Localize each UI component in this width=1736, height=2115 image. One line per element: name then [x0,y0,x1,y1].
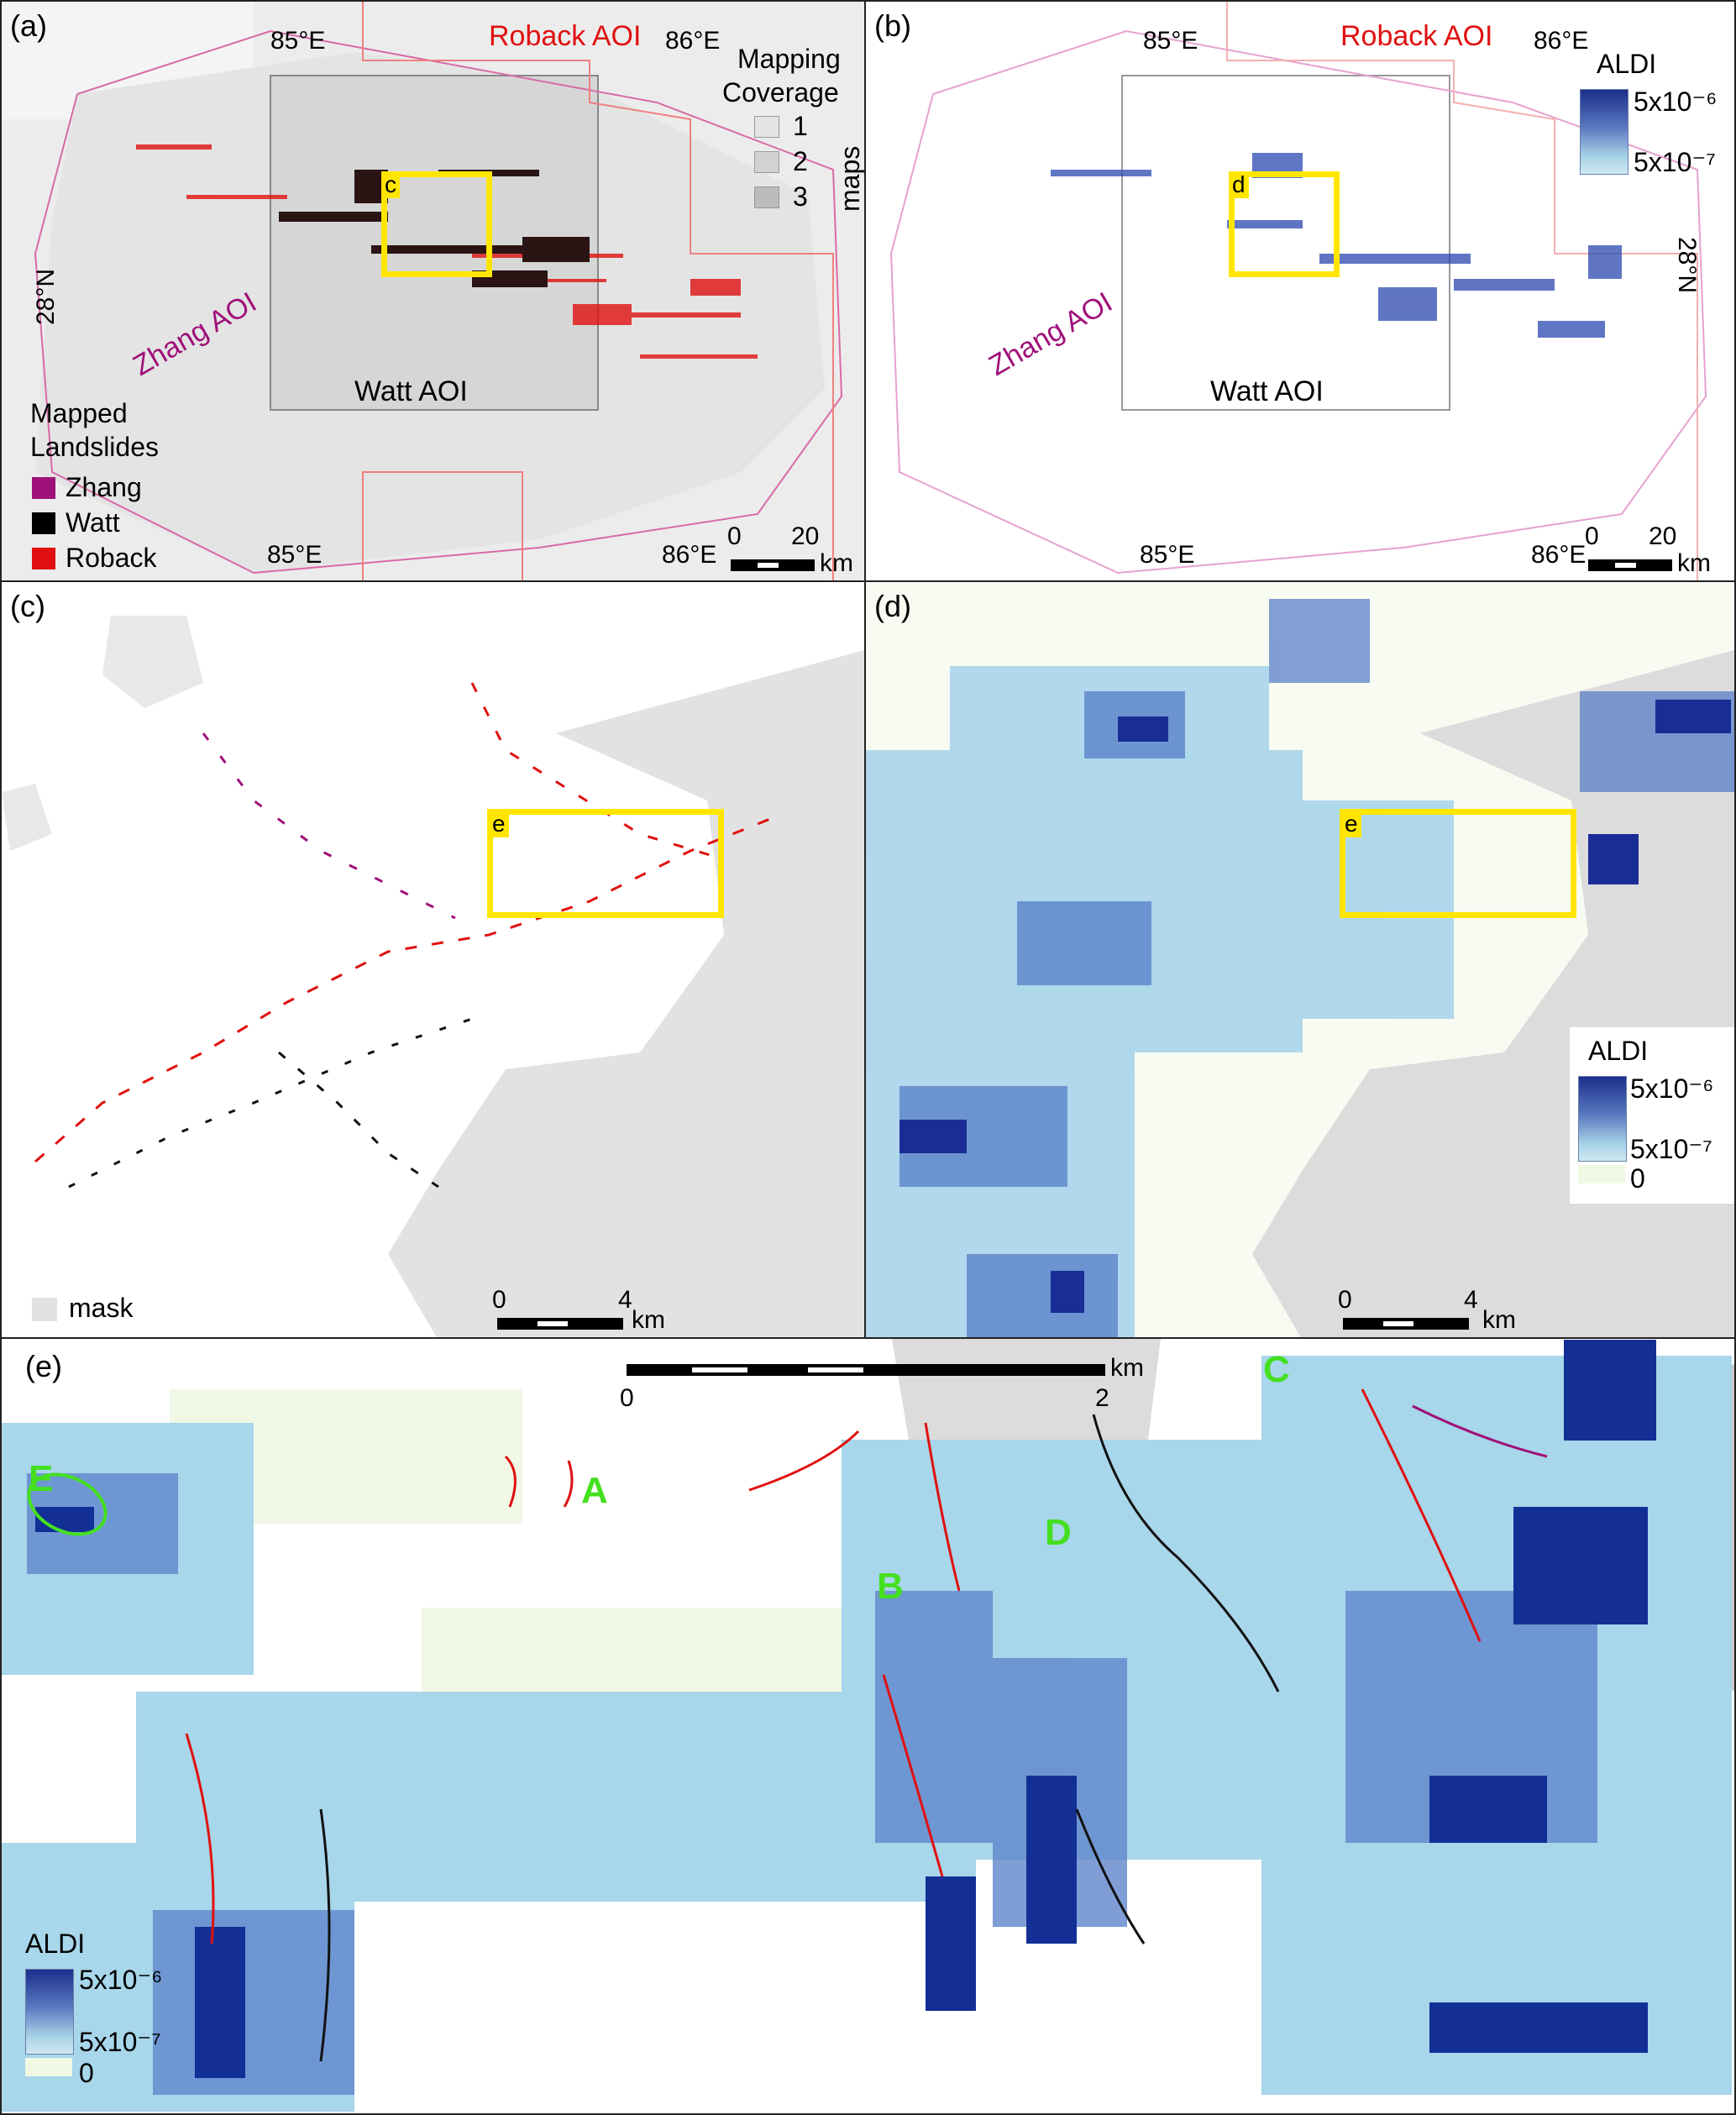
scale-b-max: 20 [1649,522,1677,550]
coverage-swatch-1 [754,116,779,138]
mask-label: mask [69,1293,134,1323]
panel-c-label: (c) [10,589,45,623]
panel-d-label: (d) [874,589,911,623]
coverage-item-1: 1 [793,111,808,141]
panel-b-label: (b) [874,8,911,43]
zoom-box-d [1229,171,1340,277]
coverage-title-2: Coverage [722,77,839,108]
aldi-legend-title-b: ALDI [1597,49,1657,79]
landslide-legend-title-1: Mapped [30,398,128,428]
site-d-label: D [1045,1512,1072,1553]
scale-a-zero: 0 [727,522,742,550]
panel-a-map [2,2,864,580]
roback-swatch [32,548,55,569]
lon-85-bottom: 85°E [267,541,323,569]
scale-bar-b [1588,559,1672,571]
aldi-low-e: 5x10⁻⁷ [79,2027,161,2057]
scale-bar-a [731,559,815,571]
aldi-zero-d: 0 [1630,1163,1645,1194]
scale-bar-d [1343,1318,1469,1330]
site-c-label: C [1263,1349,1290,1390]
aldi-low-d: 5x10⁻⁷ [1630,1134,1712,1164]
zoom-box-d-label: d [1229,171,1249,198]
scale-e-unit: km [1110,1354,1144,1382]
panel-b-map [866,2,1734,580]
panel-c: (c) e mask 0 4 km [0,580,866,1339]
aldi-high-e: 5x10⁻⁶ [79,1965,163,1995]
coverage-swatch-2 [754,151,779,173]
aldi-low-b: 5x10⁻⁷ [1634,147,1716,177]
watt-aoi-label: Watt AOI [354,375,468,407]
panel-e-label: (e) [25,1349,62,1383]
aldi-legend-title-d: ALDI [1588,1036,1649,1066]
scale-b-zero: 0 [1585,522,1599,550]
lon-86-bottom-b: 86°E [1531,541,1587,569]
aldi-gradient-e [25,1969,74,2055]
aldi-high-d: 5x10⁻⁶ [1630,1073,1714,1104]
landslide-legend-title-2: Landslides [30,432,159,462]
zoom-box-c-label: c [381,171,400,198]
roback-aoi-label: Roback AOI [489,20,642,52]
scale-d-zero: 0 [1338,1286,1352,1314]
scale-c-zero: 0 [492,1286,506,1314]
panel-a-label: (a) [10,8,47,43]
panel-b: (b) 85°E 86°E 85°E 86°E 28°N Roback AOI … [864,0,1736,582]
site-e-label: E [29,1458,54,1499]
panel-d: (d) e ALDI 5x10⁻⁶ 5x10⁻⁷ 0 0 4 km [864,580,1736,1339]
legend-zhang: Zhang [66,472,142,502]
aldi-high-b: 5x10⁻⁶ [1634,87,1718,117]
coverage-title-1: Mapping [737,44,841,74]
lon-86-bottom: 86°E [662,541,717,569]
lon-85-top-b: 85°E [1143,27,1198,55]
coverage-item-3: 3 [793,181,808,212]
panel-d-map [866,582,1734,1337]
aldi-gradient-d [1578,1076,1627,1162]
scale-d-max: 4 [1464,1286,1478,1314]
zhang-swatch [32,477,55,499]
panel-e-map [2,1339,1734,2113]
zoom-box-e-c [487,809,724,918]
lat-28-right: 28°N [1673,237,1701,294]
scale-a-unit: km [820,549,853,577]
site-b-label: B [877,1566,904,1607]
zoom-box-c [381,171,492,277]
scale-d-unit: km [1482,1306,1516,1334]
aldi-gradient-b [1580,89,1628,175]
lon-85-top: 85°E [270,27,326,55]
scale-c-unit: km [632,1306,665,1334]
coverage-item-2: 2 [793,146,808,176]
scale-e-zero: 0 [620,1384,634,1412]
roback-aoi-label-b: Roback AOI [1340,20,1493,52]
mask-swatch [32,1298,57,1321]
watt-swatch [32,512,55,534]
lat-28-left: 28°N [32,268,60,325]
lon-86-top: 86°E [665,27,721,55]
scale-e-max: 2 [1095,1384,1109,1412]
zoom-box-e-d [1340,809,1576,918]
legend-roback: Roback [66,543,157,573]
scale-bar-c [497,1318,623,1330]
scale-c-max: 4 [618,1286,632,1314]
panel-c-map [2,582,864,1337]
lon-85-bottom-b: 85°E [1140,541,1195,569]
zoom-box-e-d-label: e [1341,811,1361,837]
watt-aoi-label-b: Watt AOI [1210,375,1324,407]
scale-bar-e [627,1364,1105,1376]
panel-e: (e) 0 2 km A B C D E ALDI 5x10⁻⁶ 5x10⁻⁷ … [0,1337,1736,2115]
aldi-legend-title-e: ALDI [25,1929,86,1959]
coverage-swatch-3 [754,186,779,208]
aldi-zero-e: 0 [79,2058,94,2088]
scale-a-max: 20 [791,522,820,550]
lon-86-top-b: 86°E [1534,27,1589,55]
scale-b-unit: km [1677,549,1711,577]
legend-watt: Watt [66,507,120,538]
panel-a: (a) 85°E 86°E 85°E 86°E 28°N Roback AOI … [0,0,866,582]
zoom-box-e-c-label: e [489,811,509,837]
coverage-unit: maps [835,145,865,212]
aldi-zero-swatch-e [25,2058,72,2076]
aldi-zero-swatch-d [1578,1165,1625,1183]
site-a-label: A [581,1470,608,1511]
